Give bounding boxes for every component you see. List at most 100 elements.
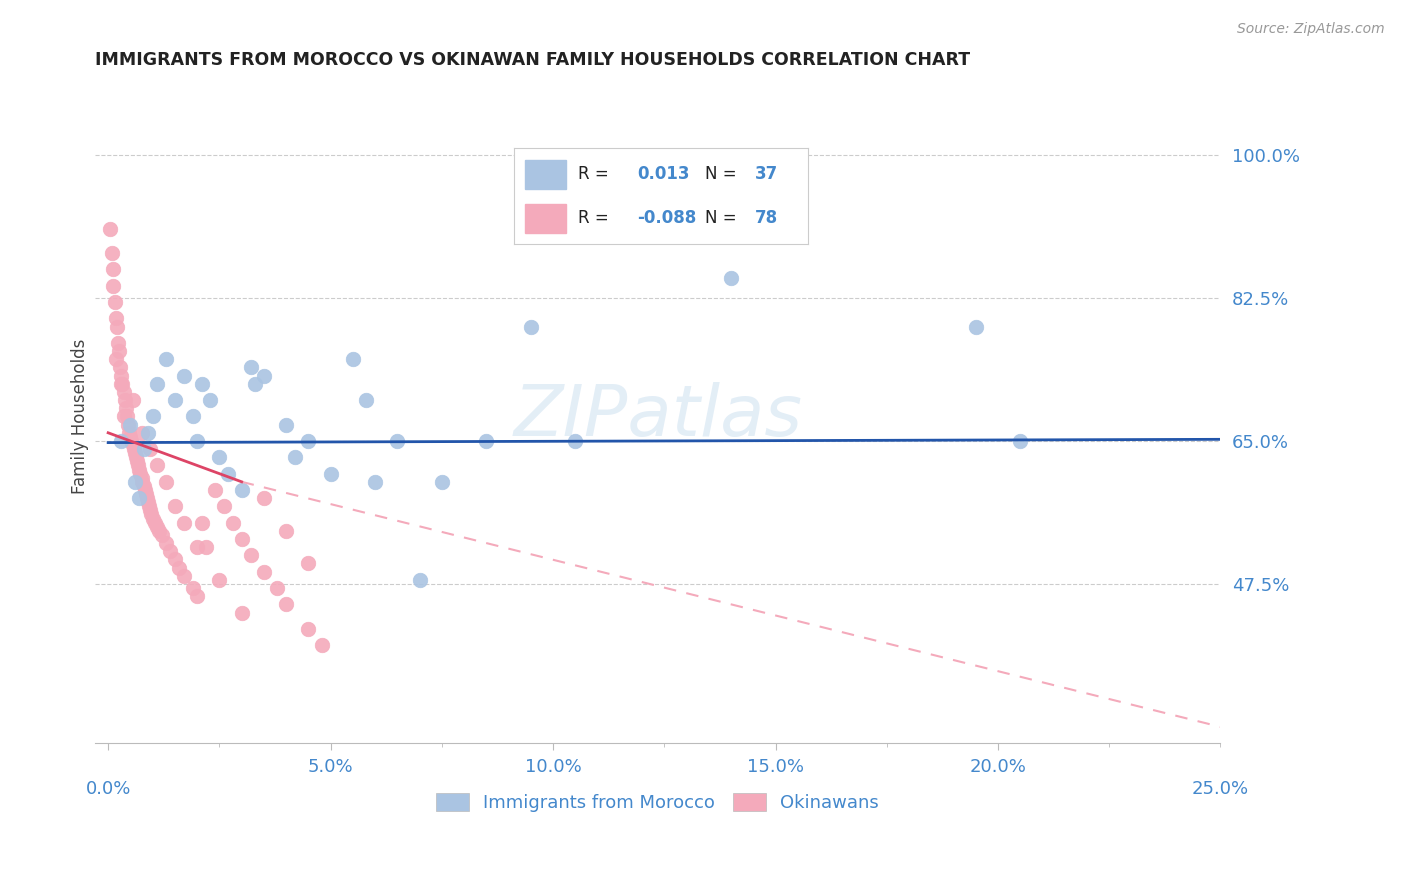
Point (720, 270, 742, 285)
Point (110, 434, 132, 448)
Point (408, 573, 430, 587)
Point (141, 508, 163, 522)
Point (142, 409, 165, 424)
Point (274, 417, 297, 432)
Point (136, 425, 159, 440)
Point (143, 516, 166, 530)
Text: Source: ZipAtlas.com: Source: ZipAtlas.com (1237, 22, 1385, 37)
Point (564, 434, 586, 448)
Point (121, 438, 143, 452)
Point (127, 458, 149, 473)
Point (146, 520, 169, 534)
Point (173, 516, 195, 530)
Point (181, 409, 204, 424)
Text: IMMIGRANTS FROM MOROCCO VS OKINAWAN FAMILY HOUSEHOLDS CORRELATION CHART: IMMIGRANTS FROM MOROCCO VS OKINAWAN FAMI… (94, 51, 970, 69)
Point (120, 430, 142, 444)
Text: R =: R = (578, 210, 609, 227)
Point (342, 352, 364, 367)
Point (148, 524, 170, 538)
Point (204, 483, 226, 497)
Text: 78: 78 (755, 210, 778, 227)
Text: N =: N = (704, 165, 737, 183)
Text: 0.013: 0.013 (637, 165, 689, 183)
Point (100, 246, 122, 260)
Text: -0.088: -0.088 (637, 210, 696, 227)
Point (103, 278, 125, 293)
Point (155, 352, 177, 367)
Point (311, 638, 333, 652)
Point (118, 425, 141, 440)
Point (139, 442, 162, 457)
Point (319, 467, 342, 481)
Point (173, 568, 195, 582)
Point (243, 376, 266, 391)
Point (150, 528, 173, 542)
Point (125, 450, 148, 465)
Point (124, 446, 146, 460)
Point (190, 376, 212, 391)
Point (266, 581, 288, 595)
Point (135, 491, 157, 505)
Point (98, 221, 121, 235)
Legend: Immigrants from Morocco, Okinawans: Immigrants from Morocco, Okinawans (429, 785, 886, 819)
Point (274, 598, 297, 612)
Point (114, 393, 136, 408)
Point (195, 540, 218, 554)
Point (132, 442, 155, 457)
Y-axis label: Family Households: Family Households (72, 339, 89, 494)
Point (181, 581, 204, 595)
Point (142, 511, 165, 525)
Point (104, 295, 127, 310)
Point (231, 483, 253, 497)
Point (297, 434, 319, 448)
Text: N =: N = (704, 210, 737, 227)
Point (128, 491, 150, 505)
Point (186, 434, 208, 448)
Point (186, 540, 208, 554)
Point (108, 344, 131, 359)
Bar (526, 204, 567, 233)
Point (231, 606, 253, 620)
Point (186, 589, 208, 603)
Point (169, 560, 191, 574)
Point (104, 311, 127, 326)
Point (159, 544, 181, 558)
Point (217, 467, 239, 481)
Point (105, 352, 128, 367)
Point (163, 500, 186, 514)
Point (115, 409, 138, 424)
Point (212, 500, 235, 514)
Point (112, 384, 135, 399)
Point (387, 434, 409, 448)
Point (163, 552, 186, 566)
Point (253, 368, 276, 383)
Point (520, 319, 543, 334)
Point (146, 376, 169, 391)
Point (354, 393, 377, 408)
Point (115, 401, 138, 416)
Point (135, 487, 157, 501)
Point (965, 319, 987, 334)
Point (120, 434, 142, 448)
Point (110, 376, 132, 391)
Point (134, 483, 156, 497)
Point (122, 442, 145, 457)
Point (253, 491, 276, 505)
Text: ZIPatlas: ZIPatlas (513, 382, 803, 451)
Point (1010, 434, 1032, 448)
Point (101, 262, 124, 277)
Point (475, 434, 498, 448)
Point (121, 393, 143, 408)
Point (297, 622, 319, 636)
Point (239, 549, 262, 563)
Point (222, 516, 245, 530)
Point (190, 516, 212, 530)
Point (129, 467, 152, 481)
Point (110, 368, 132, 383)
Point (139, 503, 162, 517)
Point (297, 557, 319, 571)
Point (274, 524, 297, 538)
Point (155, 536, 177, 550)
Point (136, 495, 159, 509)
Point (131, 425, 153, 440)
